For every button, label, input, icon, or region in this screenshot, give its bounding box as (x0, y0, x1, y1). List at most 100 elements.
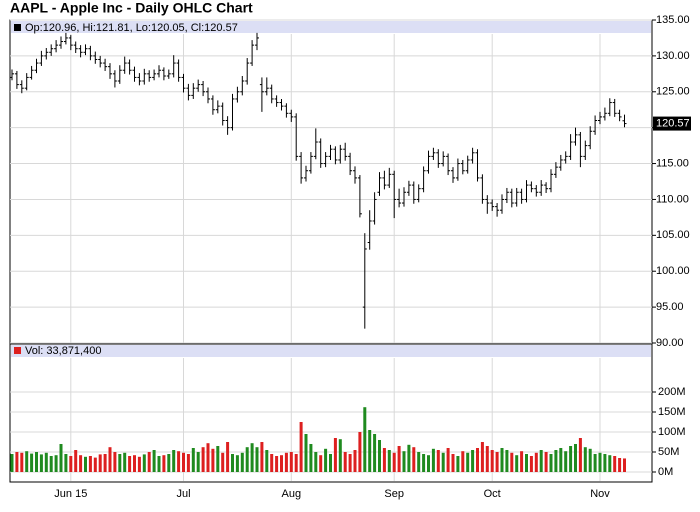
volume-bar (39, 454, 43, 472)
volume-bar (304, 434, 308, 472)
volume-bar (623, 458, 626, 472)
y-tick-label: 135.00 (656, 14, 690, 26)
volume-bar (539, 450, 543, 472)
volume-bar (20, 452, 24, 472)
volume-header (11, 345, 651, 357)
x-tick-label: Sep (384, 488, 404, 500)
volume-bar (255, 447, 259, 472)
volume-bar (216, 446, 220, 472)
price-panel (9, 19, 653, 344)
volume-bar (103, 454, 107, 472)
volume-bar (201, 447, 205, 472)
volume-bar (569, 446, 573, 472)
volume-bar (564, 451, 568, 472)
volume-bar (559, 448, 563, 472)
volume-bar (177, 451, 181, 472)
volume-bar (461, 451, 465, 472)
volume-bar (593, 454, 597, 472)
y-tick-label: 100.00 (656, 265, 690, 277)
volume-bar (142, 454, 146, 472)
volume-bar (235, 455, 239, 472)
volume-bar (476, 448, 479, 472)
volume-bar (431, 448, 435, 472)
volume-bar (182, 452, 185, 472)
volume-bar (534, 452, 538, 472)
volume-bar (427, 455, 430, 472)
volume-bar (510, 452, 514, 472)
volume-bar (598, 452, 602, 472)
volume-bar (206, 443, 210, 472)
volume-bar (412, 447, 416, 472)
y-tick-label: 100M (658, 426, 686, 438)
volume-bar (495, 452, 499, 472)
volume-bar (35, 452, 38, 472)
volume-bar (407, 444, 411, 472)
volume-bar (44, 452, 48, 472)
volume-bar (613, 456, 617, 472)
volume-bar (245, 447, 249, 472)
volume-bar (417, 452, 421, 472)
y-tick-label: 95.00 (656, 301, 684, 313)
volume-bar (314, 452, 318, 472)
y-tick-label: 90.00 (656, 337, 684, 349)
volume-bar (270, 454, 274, 472)
volume-bar (329, 454, 332, 472)
volume-bar (309, 444, 313, 472)
volume-bar (319, 455, 323, 472)
volume-bar (490, 450, 494, 472)
volume-bar (128, 456, 132, 472)
y-tick-label: 150M (658, 406, 686, 418)
volume-bar (446, 448, 450, 472)
volume-bar (260, 442, 264, 472)
volume-bar (358, 432, 362, 472)
volume-bar (152, 450, 156, 472)
volume-bar (275, 456, 279, 472)
volume-bar (466, 452, 470, 472)
volume-bar (93, 457, 97, 472)
volume-bar (343, 452, 347, 472)
volume-bar (520, 451, 524, 472)
volume-bar (500, 448, 504, 472)
volume-bar (387, 450, 391, 472)
legend-text: Op:120.96, Hi:121.81, Lo:120.05, Cl:120.… (25, 22, 238, 34)
volume-bar (147, 452, 151, 472)
volume-bar (299, 422, 303, 472)
volume-bar (289, 452, 293, 472)
volume-bar (98, 454, 102, 472)
volume-bar (88, 456, 92, 472)
volume-bar (191, 448, 195, 472)
y-tick-label: 200M (658, 386, 686, 398)
volume-bar (25, 451, 29, 472)
volume-bar (525, 454, 528, 472)
volume-bar (324, 448, 328, 472)
volume-bar (578, 438, 582, 472)
volume-bar (333, 438, 337, 472)
volume-bar (240, 452, 244, 472)
volume-swatch (14, 347, 21, 354)
y-tick-label: 125.00 (656, 86, 690, 98)
volume-bar (505, 450, 509, 472)
x-tick-label: Aug (282, 488, 302, 500)
price-header (11, 21, 651, 33)
volume-bar (441, 452, 445, 472)
x-tick-label: Nov (590, 488, 610, 500)
volume-legend: Vol: 33,871,400 (25, 345, 101, 357)
volume-bar (363, 407, 367, 472)
volume-bar (133, 455, 136, 472)
volume-bar (250, 443, 254, 472)
y-tick-label: 105.00 (656, 229, 690, 241)
volume-bar (74, 450, 78, 472)
volume-bar (231, 454, 234, 472)
x-tick-label: Jul (176, 488, 190, 500)
volume-bar (382, 448, 386, 472)
volume-bar (49, 456, 53, 472)
volume-bar (436, 450, 440, 472)
volume-bar (157, 456, 161, 472)
volume-bar (529, 456, 533, 472)
volume-bar (348, 454, 352, 472)
volume-bar (368, 430, 372, 472)
legend-swatch (14, 24, 21, 31)
volume-bar (186, 454, 190, 472)
volume-bar (15, 452, 19, 472)
volume-bar (338, 439, 342, 472)
